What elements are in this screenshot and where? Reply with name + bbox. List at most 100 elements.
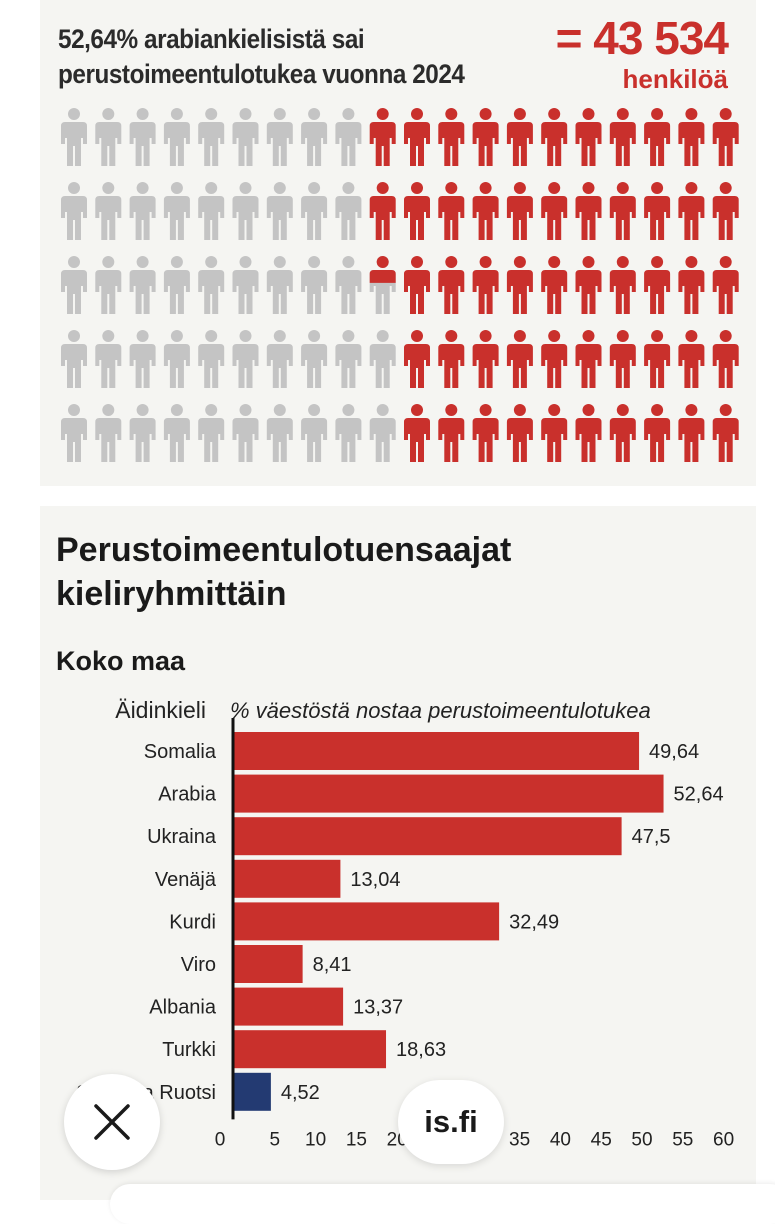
person-icon <box>644 330 671 388</box>
person-icon <box>198 330 225 388</box>
chart-panel: Perustoimeentulotuensaajat kieliryhmittä… <box>40 506 756 1200</box>
person-icon <box>232 182 259 240</box>
person-icon <box>712 108 739 166</box>
person-icon <box>129 404 156 462</box>
x-tick-label: 0 <box>215 1129 226 1150</box>
x-tick-label: 60 <box>713 1129 734 1150</box>
person-icon <box>61 256 87 314</box>
category-label: Venäjä <box>155 869 217 891</box>
person-icon <box>506 108 533 166</box>
person-icon <box>95 182 122 240</box>
x-tick-label: 55 <box>672 1129 693 1150</box>
person-icon <box>438 404 465 462</box>
person-icon <box>678 330 705 388</box>
person-icon <box>644 108 671 166</box>
person-icon <box>506 256 533 314</box>
person-icon <box>644 404 671 462</box>
value-label: 4,52 <box>281 1082 320 1104</box>
person-icon <box>335 330 362 388</box>
person-icon <box>575 404 602 462</box>
person-icon <box>198 404 225 462</box>
person-icon <box>575 182 602 240</box>
person-icon <box>163 404 190 462</box>
person-icon <box>301 256 328 314</box>
person-icon <box>609 330 636 388</box>
person-icon <box>369 108 396 166</box>
person-icon <box>644 182 671 240</box>
bar-0 <box>234 732 640 770</box>
person-icon <box>335 108 362 166</box>
person-icon <box>61 404 87 462</box>
x-tick-label: 15 <box>346 1129 367 1150</box>
person-icon <box>198 256 225 314</box>
person-icon <box>712 182 739 240</box>
person-icon <box>335 404 362 462</box>
person-icon <box>506 330 533 388</box>
person-icon <box>369 330 396 388</box>
person-icon <box>61 182 87 240</box>
value-label: 13,37 <box>353 997 403 1019</box>
person-icon <box>301 108 328 166</box>
person-icon <box>506 404 533 462</box>
person-icon <box>506 182 533 240</box>
x-tick-label: 5 <box>270 1129 281 1150</box>
bar-8 <box>234 1072 271 1111</box>
site-badge[interactable]: is.fi <box>398 1080 504 1164</box>
person-icon <box>438 256 465 314</box>
person-icon <box>163 182 190 240</box>
person-icon <box>95 404 122 462</box>
person-icon <box>609 182 636 240</box>
person-icon <box>438 182 465 240</box>
value-label: 13,04 <box>350 869 400 891</box>
person-icon <box>472 108 499 166</box>
person-icon <box>712 404 739 462</box>
person-icon <box>369 404 396 462</box>
person-icon <box>575 330 602 388</box>
bar-chart: Äidinkieli % väestöstä nostaa perustoimee… <box>76 697 734 1150</box>
bottom-sheet-handle[interactable] <box>110 1184 775 1224</box>
person-icon <box>61 108 87 166</box>
x-tick-label: 10 <box>305 1129 326 1150</box>
person-icon <box>541 108 568 166</box>
person-icon <box>232 330 259 388</box>
person-icon <box>198 108 225 166</box>
category-label: Turkki <box>162 1039 216 1061</box>
person-icon <box>95 330 122 388</box>
person-icon <box>404 404 430 462</box>
bar-4 <box>234 902 500 941</box>
category-label: Albania <box>149 997 217 1019</box>
person-icon <box>266 256 293 314</box>
value-label: 18,63 <box>396 1039 446 1061</box>
person-icon <box>678 404 705 462</box>
person-icon <box>404 108 430 166</box>
x-tick-label: 45 <box>591 1129 612 1150</box>
person-icon <box>301 330 328 388</box>
person-icon <box>266 404 293 462</box>
person-icon <box>438 108 465 166</box>
x-tick-label: 40 <box>550 1129 571 1150</box>
person-icon <box>644 256 671 314</box>
person-icon <box>438 330 465 388</box>
bar-7 <box>234 1030 387 1069</box>
category-label: Ukraina <box>147 826 217 848</box>
person-icon <box>129 182 156 240</box>
person-icon <box>541 404 568 462</box>
close-button[interactable] <box>64 1074 160 1170</box>
person-icon <box>712 330 739 388</box>
person-icon <box>95 108 122 166</box>
chart-title: Perustoimeentulotuensaajat kieliryhmittä… <box>56 531 512 613</box>
person-icon <box>129 256 156 314</box>
person-icon <box>541 330 568 388</box>
person-icon <box>472 182 499 240</box>
person-icon <box>678 182 705 240</box>
value-label: 32,49 <box>509 911 559 933</box>
person-icon <box>404 256 430 314</box>
person-icon <box>541 182 568 240</box>
person-icon <box>266 330 293 388</box>
person-icon <box>198 182 225 240</box>
value-header: % väestöstä nostaa perustoimeentulotukea <box>230 698 651 723</box>
person-icon <box>163 256 190 314</box>
infographic-headline: 52,64% arabiankielisistä sai perustoimee… <box>58 24 465 89</box>
chart-subtitle: Koko maa <box>56 646 186 676</box>
person-icon <box>609 256 636 314</box>
